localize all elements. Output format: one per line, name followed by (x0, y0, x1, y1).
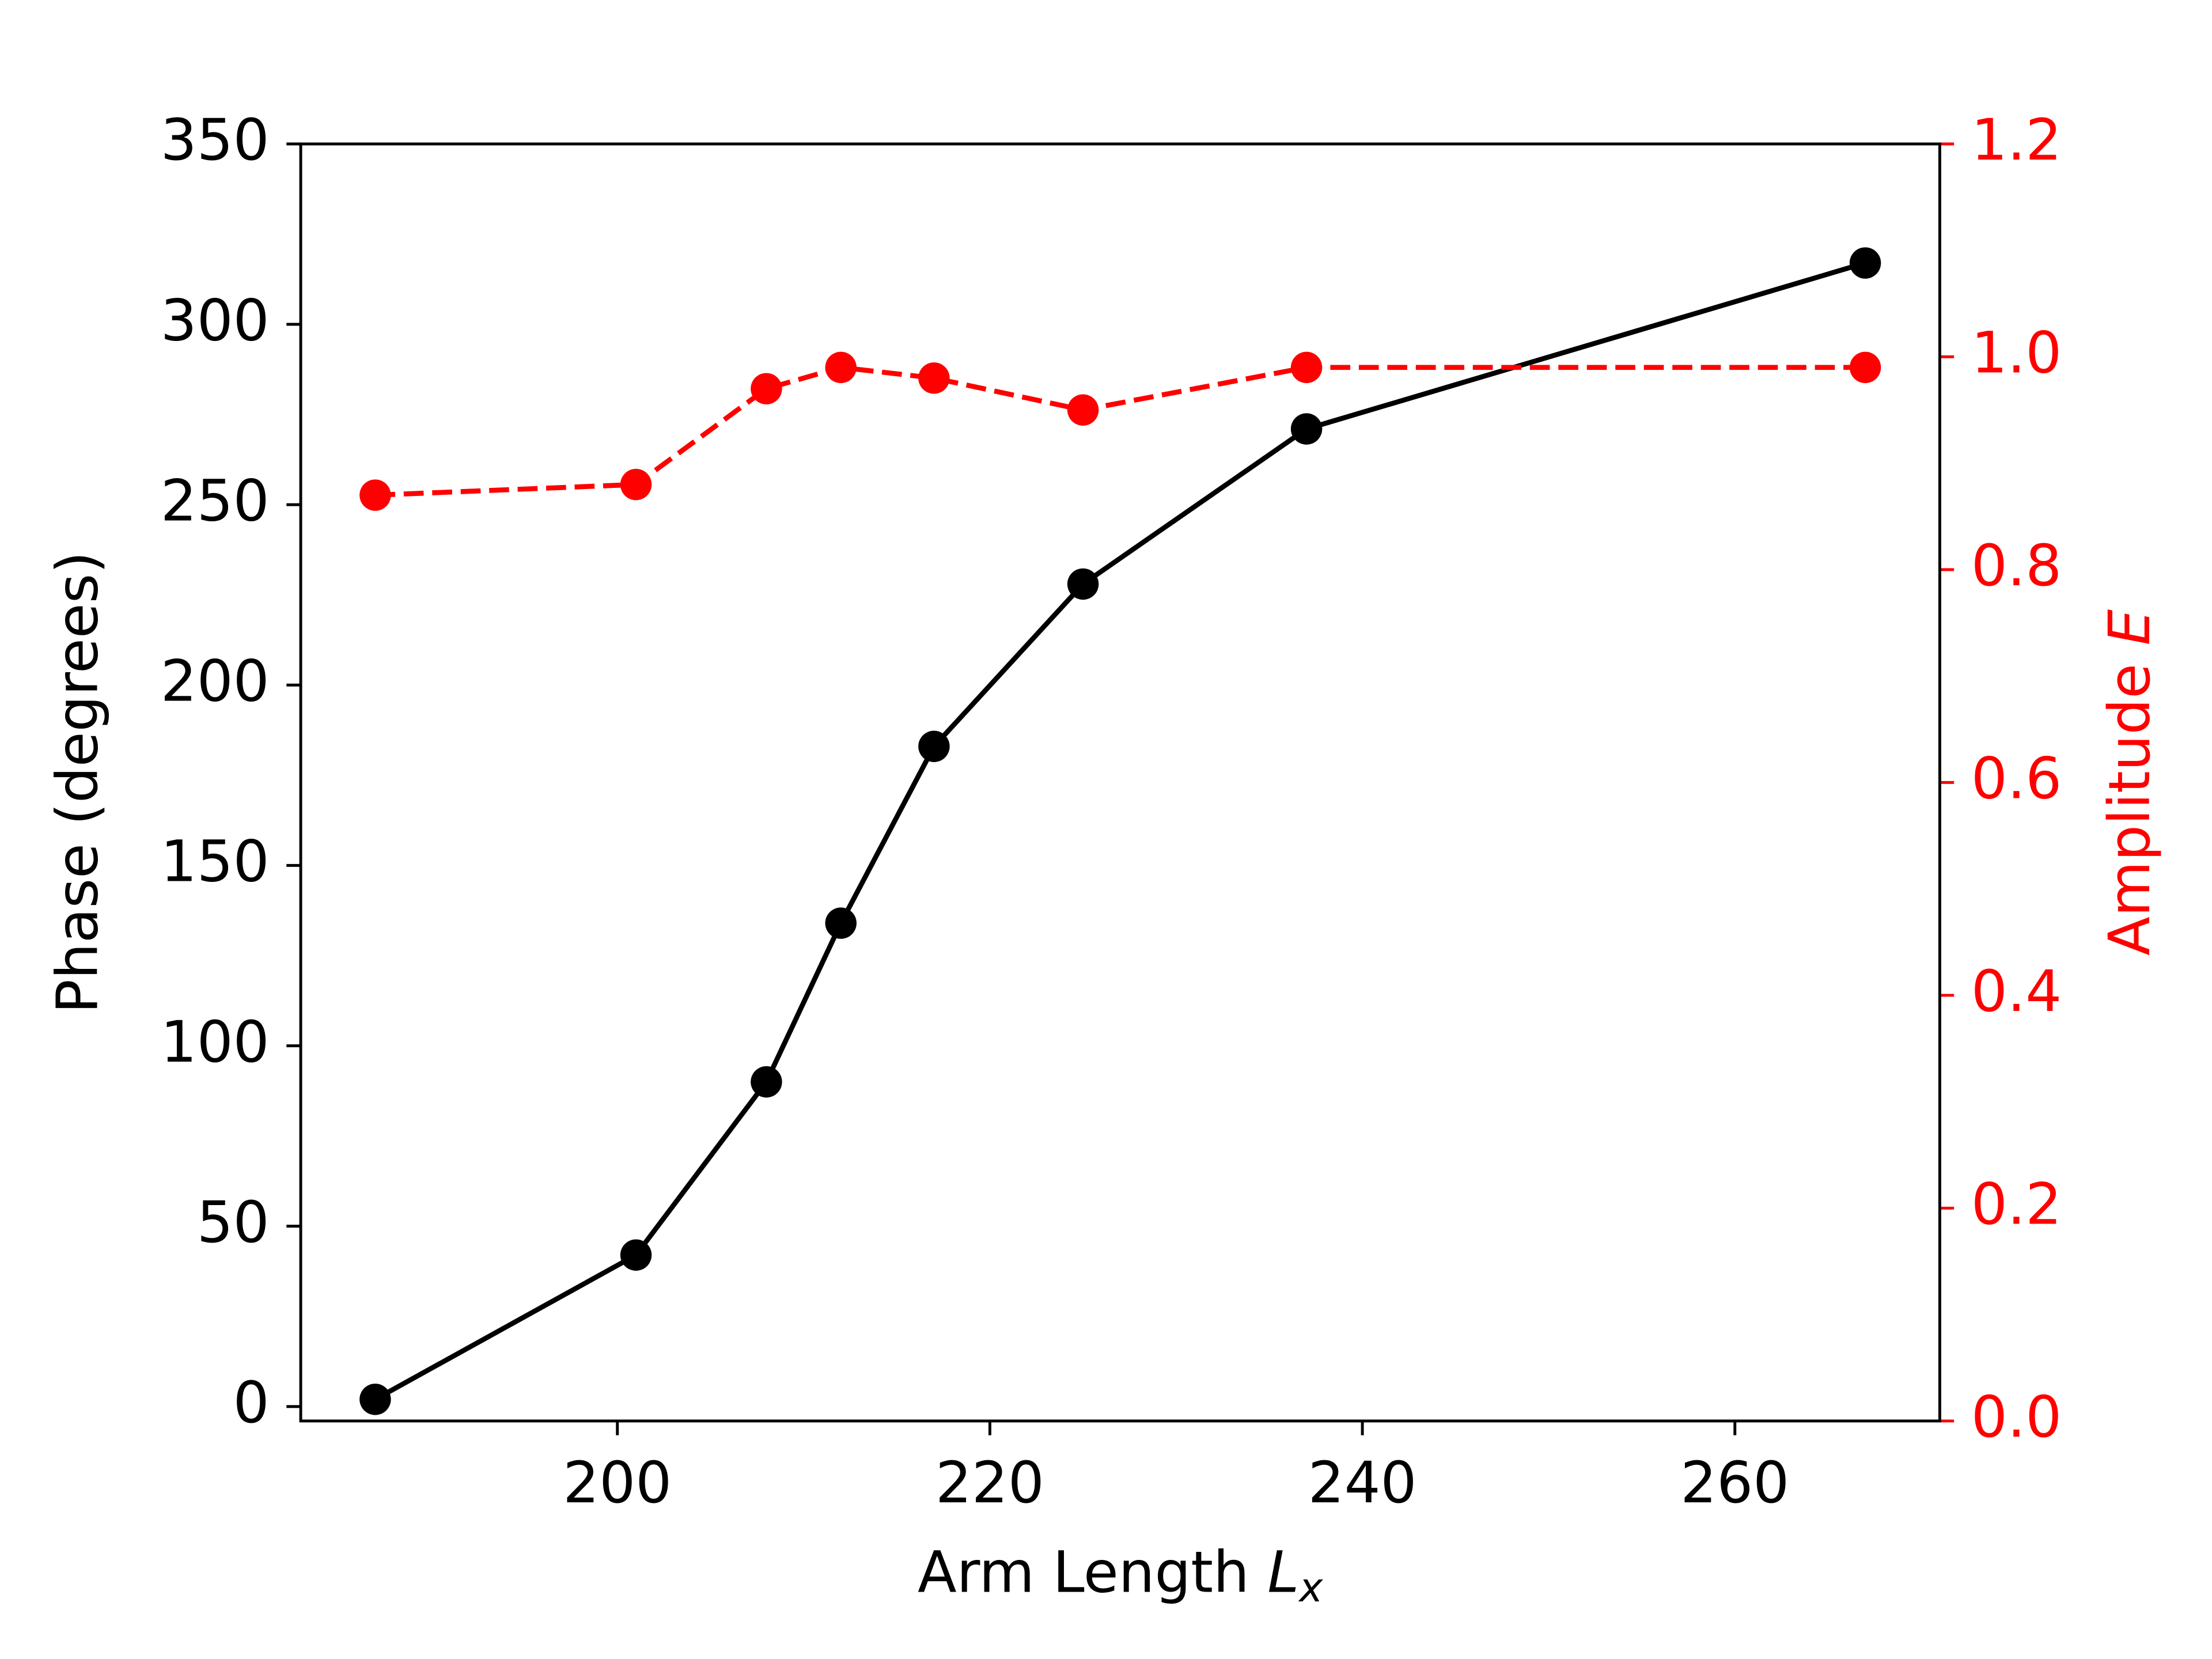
y2-label-symbol: E (2097, 609, 2163, 645)
y2-tick-label: 0.0 (1971, 1384, 2062, 1450)
data-point (918, 730, 950, 762)
y2-tick-label: 0.2 (1971, 1172, 2062, 1238)
data-point (1067, 568, 1099, 600)
data-point (751, 1066, 782, 1098)
y2-tick-label: 0.6 (1971, 746, 2062, 812)
y-tick-label: 0 (233, 1370, 270, 1436)
data-point (620, 468, 652, 501)
series-line (374, 260, 1866, 1402)
data-point (1849, 351, 1881, 384)
data-point (1290, 351, 1323, 384)
x-tick-label: 260 (1680, 1450, 1789, 1516)
y-tick-label: 300 (161, 287, 270, 354)
y2-tick-label: 0.4 (1971, 959, 2062, 1025)
x-tick-label: 200 (563, 1450, 672, 1516)
y2-tick-label: 0.8 (1971, 533, 2062, 599)
y2-label-text: Amplitude (2097, 664, 2163, 956)
data-point (825, 351, 857, 384)
y-tick-label: 50 (197, 1190, 270, 1256)
data-point (1290, 413, 1323, 445)
y-tick-label: 250 (161, 468, 270, 534)
y2-tick-label: 1.2 (1971, 107, 2062, 173)
plot-frame (299, 142, 1941, 1423)
data-point (620, 1239, 652, 1271)
data-point (359, 479, 391, 511)
data-point (359, 1384, 391, 1415)
y-tick-label: 100 (161, 1009, 270, 1075)
x-tick-label: 240 (1308, 1450, 1417, 1516)
data-point (1849, 247, 1881, 279)
x-axis-label: Arm Length Lx (918, 1540, 1323, 1611)
series-line (375, 365, 1866, 498)
y2-axis-label: Amplitude E (2097, 609, 2163, 956)
x-label-subscript: x (1298, 1565, 1323, 1611)
x-tick-label: 220 (935, 1450, 1044, 1516)
y-tick-label: 200 (161, 649, 270, 715)
data-point (751, 373, 782, 405)
y2-tick-label: 1.0 (1971, 320, 2062, 387)
y-axis-label: Phase (degrees) (44, 551, 111, 1013)
x-label-text: Arm Length (918, 1540, 1249, 1606)
data-point (918, 362, 950, 394)
data-point (1067, 394, 1099, 426)
y-tick-label: 150 (161, 829, 270, 895)
x-label-symbol: L (1267, 1540, 1299, 1606)
data-point (825, 907, 857, 939)
y-tick-label: 350 (161, 107, 270, 173)
